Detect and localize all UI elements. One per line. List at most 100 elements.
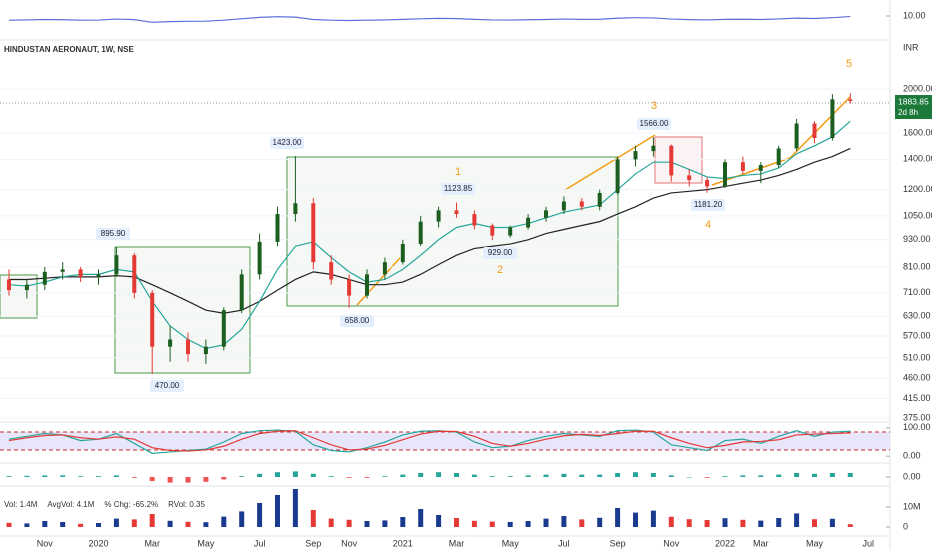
bar (525, 475, 531, 477)
range-box (654, 136, 703, 184)
bar (561, 473, 567, 477)
countdown: 2d 8h (898, 108, 918, 117)
y-tick-label: 10.00 (903, 10, 926, 20)
wave-label: 1 (455, 166, 461, 178)
candle-body (597, 192, 602, 207)
candle-body (490, 225, 495, 236)
bar (668, 516, 674, 527)
bar (364, 477, 370, 478)
candle-body (436, 210, 441, 222)
candle-body (669, 145, 674, 176)
price-label: 895.90 (101, 229, 126, 238)
y-tick-label: 0.00 (903, 451, 921, 461)
bar (6, 476, 12, 477)
candle-body (347, 279, 352, 296)
bar (650, 473, 656, 477)
candle-body (740, 162, 745, 171)
candle-body (723, 162, 727, 187)
x-tick-label: Nov (341, 538, 358, 548)
wave-label: 3 (651, 100, 657, 112)
bar (758, 520, 764, 527)
candle-body (257, 241, 262, 275)
y-tick-label: 630.00 (903, 311, 931, 321)
candle-body (615, 159, 620, 193)
wave-line (356, 257, 401, 306)
bar (704, 477, 710, 478)
wave-label: 4 (705, 219, 711, 231)
candle-body (168, 339, 173, 347)
bar (847, 524, 853, 527)
bar (96, 476, 101, 477)
bar (794, 473, 800, 477)
bar (364, 521, 370, 527)
bar (203, 477, 209, 482)
bar (794, 513, 800, 527)
bar (812, 519, 817, 527)
bar (829, 473, 835, 477)
y-tick-label: 100.00 (903, 422, 931, 432)
bar (346, 519, 352, 527)
bar (722, 518, 728, 527)
y-tick-label: 1600.00 (903, 127, 932, 137)
y-tick-label: 415.00 (903, 393, 931, 403)
x-tick-label: Nov (663, 538, 680, 548)
price-label-bg (483, 247, 517, 259)
symbol-title: HINDUSTAN AERONAUT, 1W, NSE (4, 45, 134, 54)
bar (113, 518, 119, 527)
bar (6, 522, 12, 527)
candle-body (221, 310, 226, 347)
bar (579, 519, 585, 527)
y-tick-label: 460.00 (903, 373, 931, 383)
bar (740, 475, 746, 477)
bar (60, 522, 66, 527)
x-tick-label: Sep (305, 538, 321, 548)
bar (686, 477, 692, 478)
currency: INR (903, 42, 919, 52)
bar (185, 477, 191, 483)
bar (42, 475, 48, 477)
bar (543, 474, 549, 477)
y-tick-label: 1400.00 (903, 154, 932, 164)
candle-body (382, 262, 387, 275)
candle-body (472, 214, 477, 226)
bar (167, 477, 173, 483)
bar (507, 522, 513, 527)
bar (471, 474, 477, 477)
candle-body (705, 180, 710, 187)
series-line (8, 15, 851, 23)
candle-body (776, 148, 781, 166)
price-label: 658.00 (345, 316, 370, 325)
x-tick-label: Nov (37, 538, 54, 548)
bar (740, 519, 746, 527)
bar (257, 503, 263, 527)
bar (579, 474, 585, 477)
volume-legend: RVol: 0.35 (168, 500, 205, 509)
candle-body (293, 203, 298, 215)
range-box (286, 156, 619, 307)
series-line (8, 120, 851, 350)
candle-body (7, 279, 11, 291)
volume-legend: Vol: 1.4M (4, 500, 38, 509)
bar (221, 516, 227, 527)
x-tick-label: 2022 (715, 538, 735, 548)
candle-body (329, 262, 334, 280)
candle-body (400, 244, 405, 263)
candle-body (687, 175, 692, 181)
bar (42, 521, 48, 527)
series-line (8, 429, 851, 454)
bar (418, 509, 424, 527)
bar (847, 473, 853, 477)
price-label: 1423.00 (273, 138, 302, 147)
candle-body (508, 227, 513, 236)
x-tick-label: Mar (753, 538, 769, 548)
price-label-bg (340, 315, 374, 327)
x-tick-label: 2021 (393, 538, 413, 548)
price-tag (895, 95, 932, 119)
candle-body (633, 151, 638, 160)
legend-bg (0, 498, 230, 511)
bar (686, 519, 692, 527)
x-tick-label: Jul (558, 538, 570, 548)
x-tick-label: Mar (449, 538, 465, 548)
